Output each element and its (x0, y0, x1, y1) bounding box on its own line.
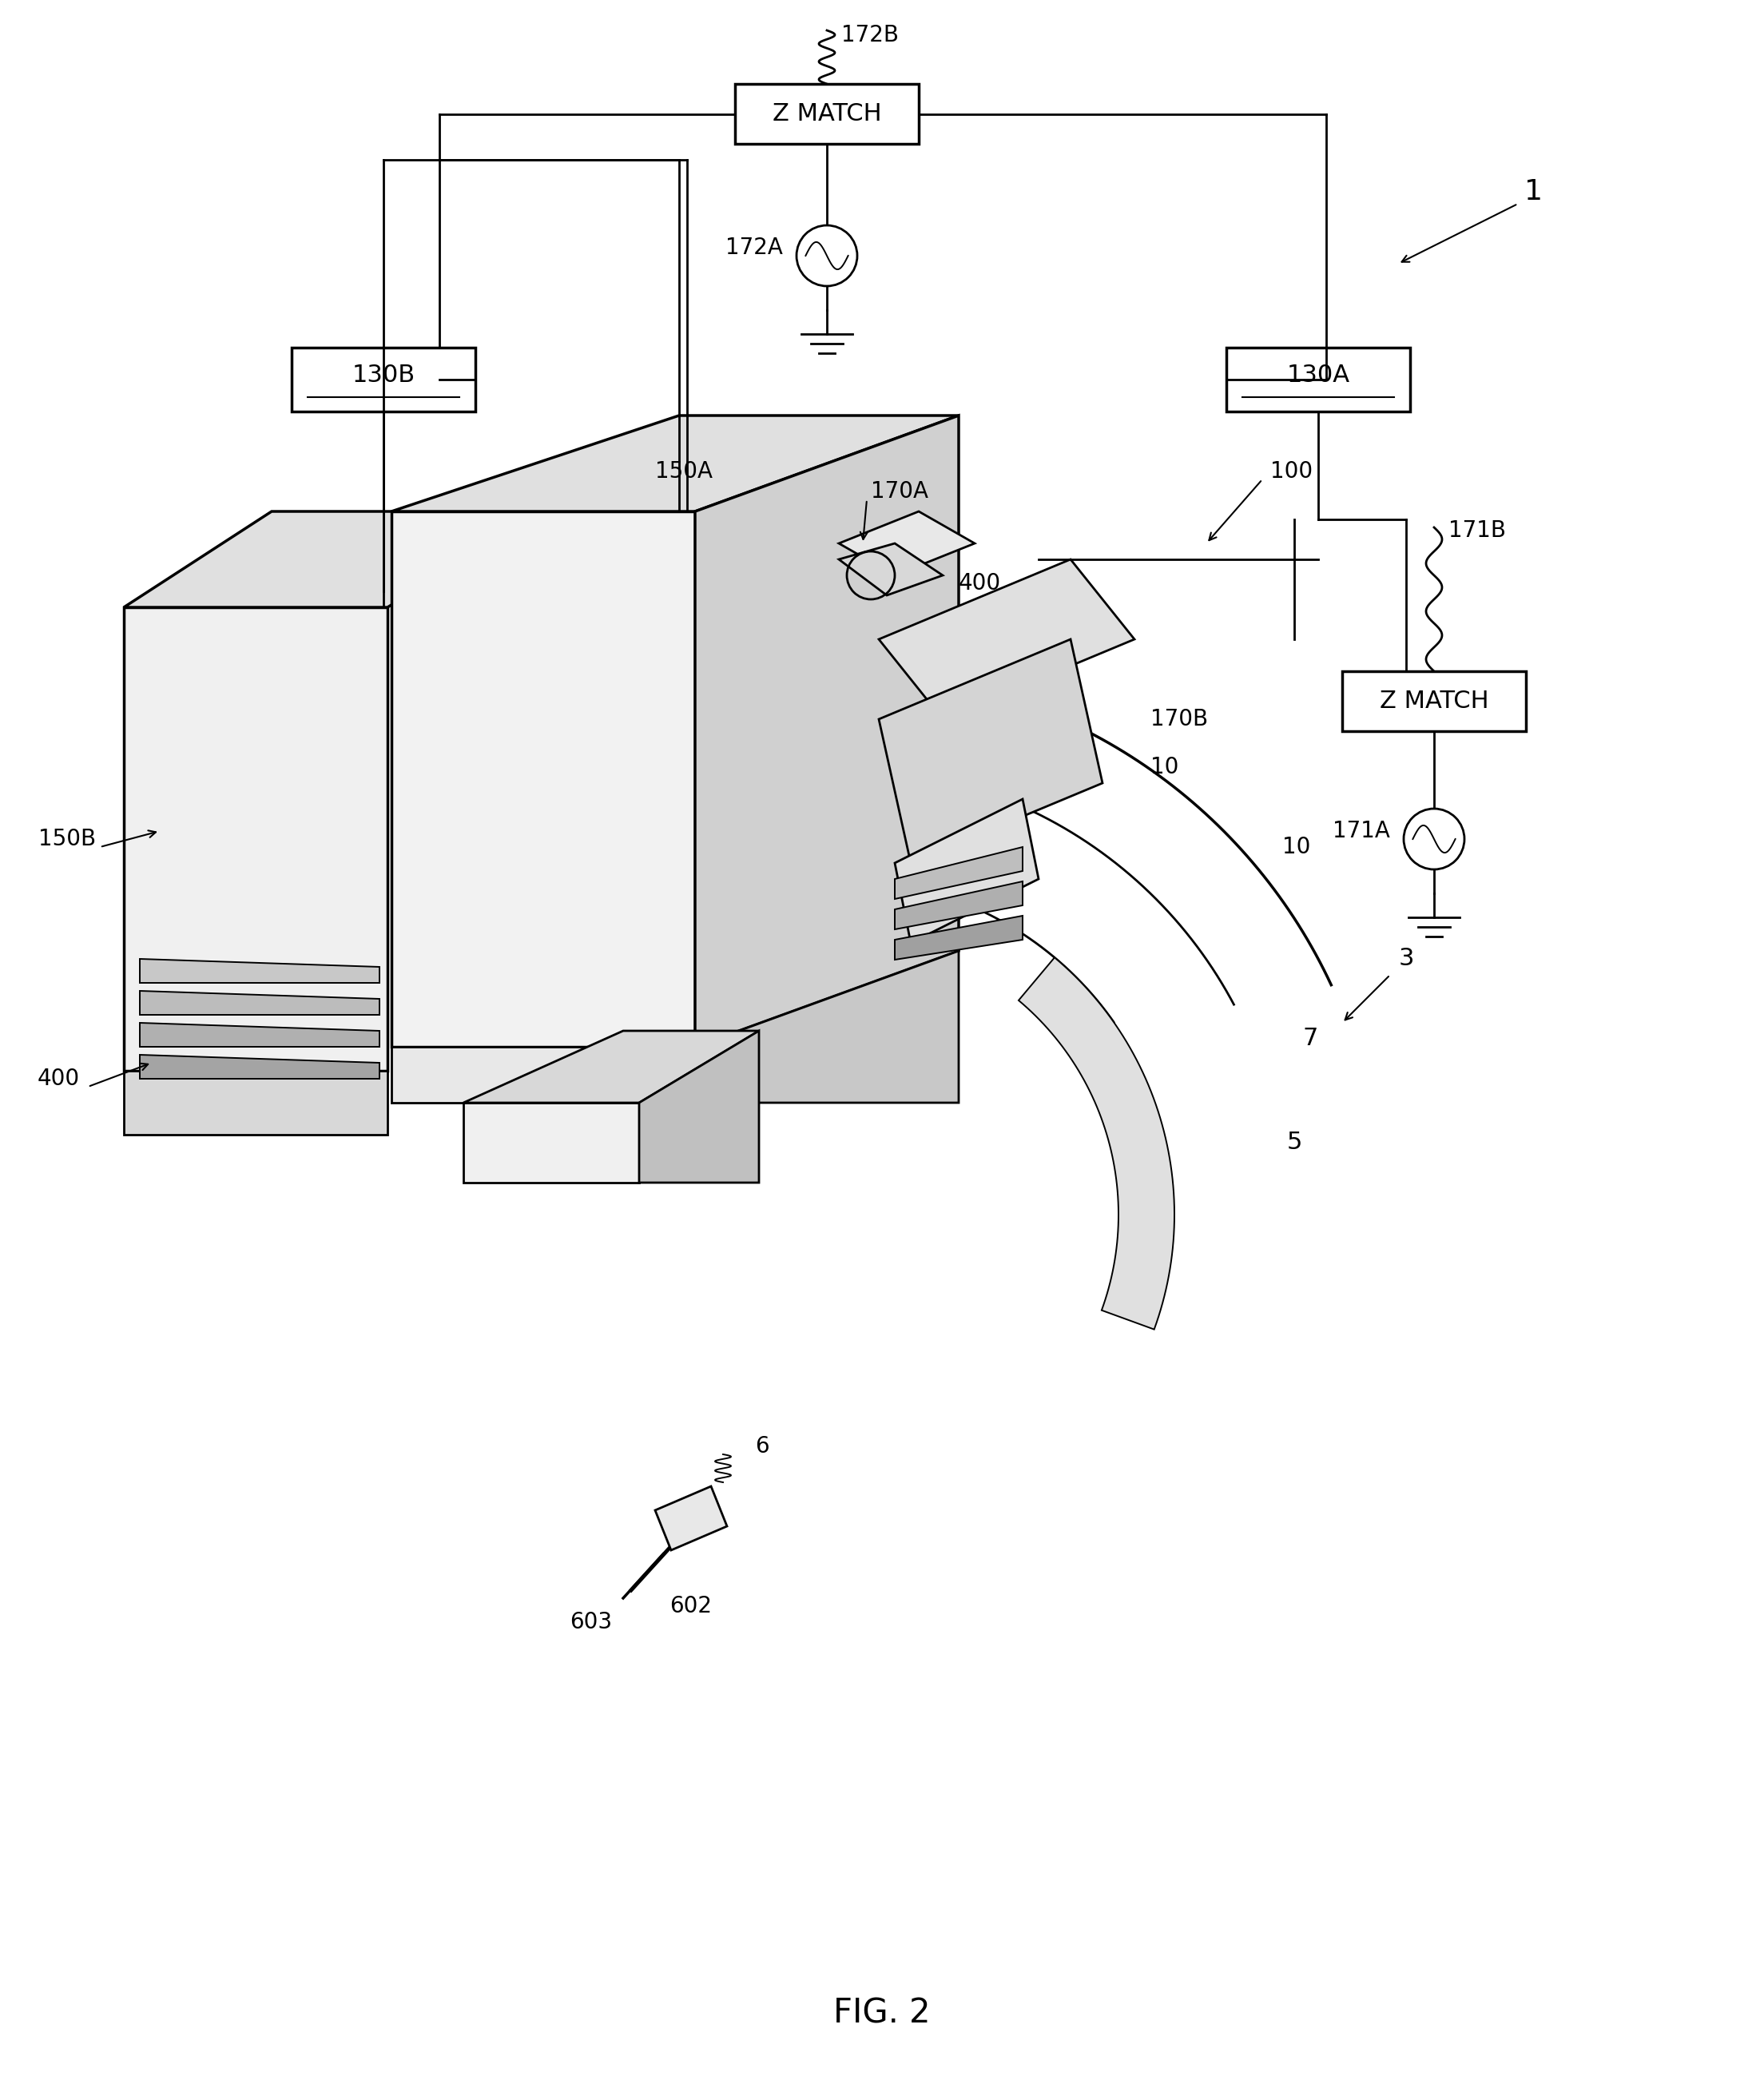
Polygon shape (123, 510, 543, 607)
Bar (291, 347, 475, 412)
Polygon shape (123, 607, 388, 1071)
Text: 6: 6 (755, 1435, 769, 1458)
Bar (736, 84, 919, 144)
Text: 172B: 172B (841, 23, 900, 46)
Text: 100: 100 (1270, 460, 1312, 483)
Text: 170A: 170A (871, 481, 928, 502)
Text: 172A: 172A (725, 236, 783, 259)
Text: 150A: 150A (654, 460, 713, 483)
Text: 603: 603 (570, 1611, 612, 1634)
Polygon shape (878, 640, 1102, 864)
Polygon shape (894, 799, 1039, 943)
Bar (1342, 672, 1526, 732)
Polygon shape (654, 1485, 727, 1550)
Polygon shape (695, 952, 958, 1102)
Text: 171B: 171B (1448, 519, 1506, 542)
Polygon shape (894, 881, 1023, 929)
Text: 130B: 130B (351, 364, 415, 387)
Text: 400: 400 (958, 571, 1002, 594)
Text: 150B: 150B (39, 828, 95, 849)
Text: Z MATCH: Z MATCH (773, 103, 882, 126)
Text: 130A: 130A (1286, 364, 1349, 387)
Polygon shape (392, 510, 695, 1046)
Polygon shape (878, 559, 1134, 720)
Text: 3: 3 (1399, 948, 1415, 971)
Polygon shape (1018, 958, 1175, 1328)
Polygon shape (840, 544, 942, 596)
Text: Z MATCH: Z MATCH (1379, 690, 1489, 713)
Polygon shape (464, 1031, 759, 1102)
Text: 7: 7 (1302, 1027, 1318, 1050)
Polygon shape (139, 992, 379, 1015)
Polygon shape (695, 416, 958, 1046)
Text: 5: 5 (1286, 1132, 1302, 1155)
Polygon shape (894, 916, 1023, 960)
Polygon shape (139, 1054, 379, 1079)
Polygon shape (139, 958, 379, 983)
Polygon shape (123, 1071, 388, 1134)
Text: 171A: 171A (1332, 820, 1390, 843)
Polygon shape (894, 847, 1023, 900)
Polygon shape (139, 1023, 379, 1046)
Text: 10: 10 (1150, 755, 1178, 778)
Text: 10: 10 (1282, 837, 1311, 858)
Text: 602: 602 (670, 1594, 713, 1617)
Text: 170B: 170B (1150, 707, 1208, 730)
Polygon shape (392, 1046, 695, 1102)
Polygon shape (639, 1031, 759, 1182)
Polygon shape (392, 416, 958, 510)
Polygon shape (840, 510, 975, 575)
Polygon shape (464, 1102, 639, 1182)
Text: 400: 400 (37, 1067, 79, 1090)
Bar (1226, 347, 1409, 412)
Text: 1: 1 (1524, 178, 1544, 205)
Text: FIG. 2: FIG. 2 (833, 1998, 931, 2031)
